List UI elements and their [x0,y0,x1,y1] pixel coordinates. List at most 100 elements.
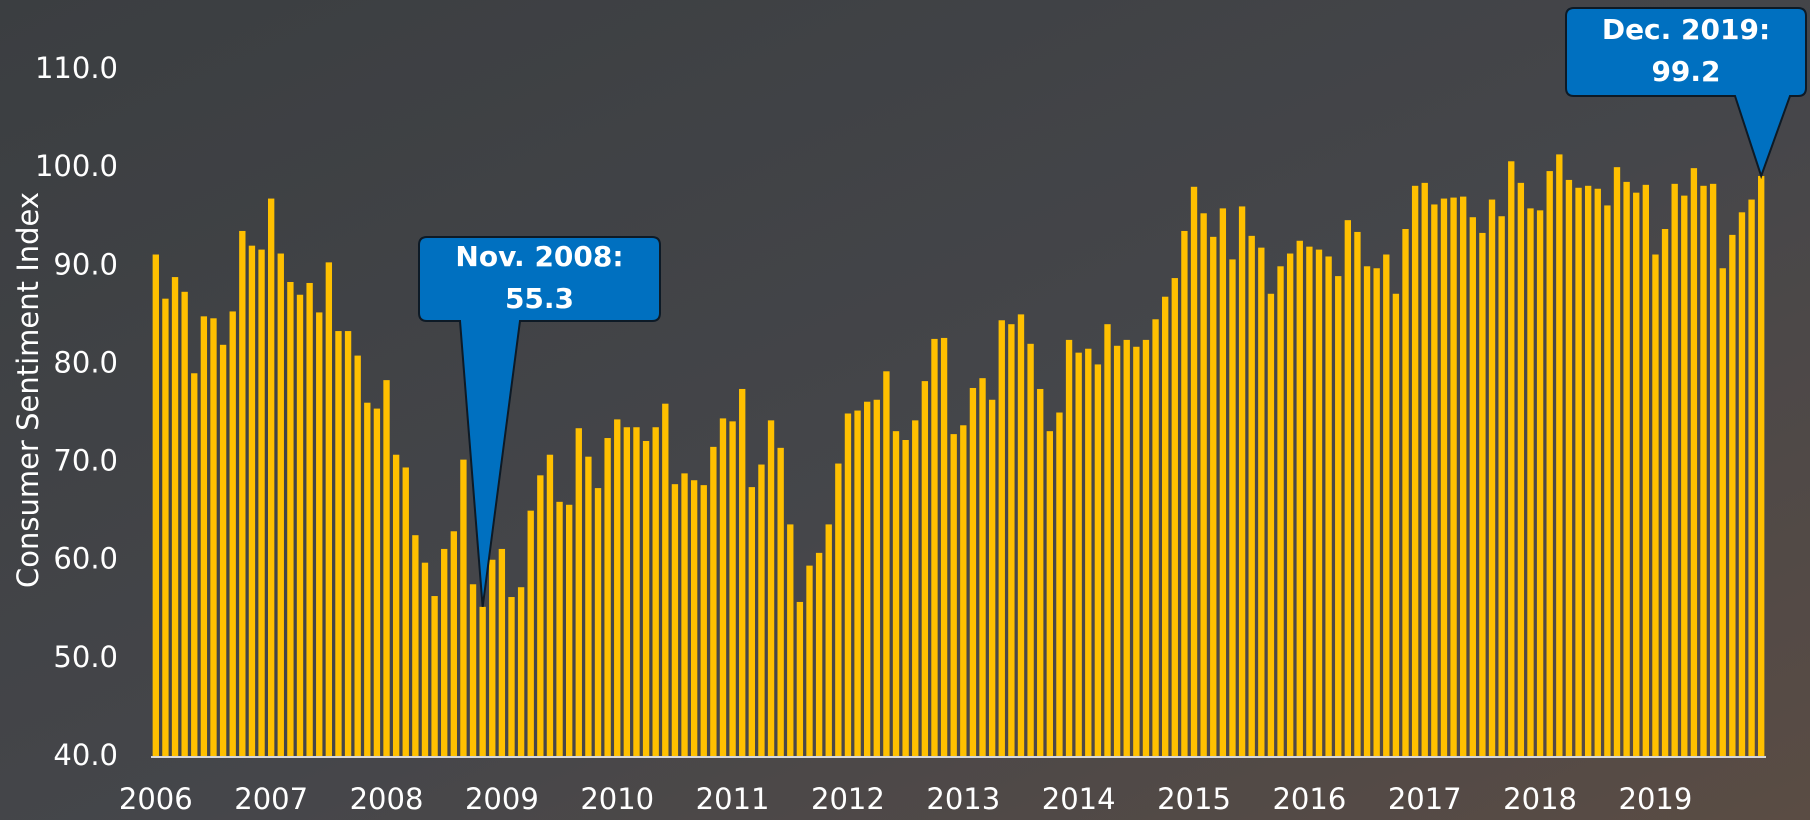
chart: Consumer Sentiment Index 40.050.060.070.… [0,0,1810,820]
page: Consumer Sentiment Index 40.050.060.070.… [0,0,1810,820]
bar [1460,197,1466,757]
bar [1037,389,1043,757]
bar [1172,278,1178,757]
bar [816,553,822,757]
bar [720,418,726,757]
x-tick-label: 2014 [1042,782,1116,816]
bar [797,602,803,757]
bar [1306,247,1312,757]
bar [1373,268,1379,757]
bar [624,427,630,757]
bar [681,473,687,757]
bar [1700,186,1706,757]
bar [441,549,447,757]
bar [220,345,226,757]
bar [1402,229,1408,757]
bar [1364,266,1370,757]
bar [1547,171,1553,757]
bar [1220,208,1226,757]
bar [854,411,860,757]
bar [1537,210,1543,757]
bar [499,549,505,757]
bar [1720,268,1726,757]
bar [1614,167,1620,757]
bar [931,339,937,757]
bar [1210,237,1216,757]
bar [1191,187,1197,757]
bar [672,484,678,757]
bar [1633,193,1639,757]
callout-text: Nov. 2008: [455,240,623,273]
bar [893,431,899,757]
x-tick-label: 2019 [1619,782,1693,816]
y-tick-label: 70.0 [53,444,118,478]
bar [181,292,187,757]
bar [576,428,582,757]
bar [1566,180,1572,757]
bar [633,427,639,757]
bar [1681,196,1687,757]
x-tick-label: 2008 [350,782,424,816]
x-tick-label: 2010 [580,782,654,816]
bar [422,563,428,757]
bar [970,388,976,757]
x-tick-label: 2015 [1157,782,1231,816]
bar [1200,213,1206,757]
bar [1162,297,1168,757]
bar [1585,186,1591,757]
bar [335,331,341,757]
bar [172,277,178,757]
bar [729,421,735,757]
bar [874,400,880,757]
bar [1498,216,1504,757]
callout-text: Dec. 2019: [1602,13,1770,46]
bar [701,485,707,757]
bar [451,531,457,757]
bar [1652,255,1658,757]
bar [383,380,389,757]
bar [479,607,485,757]
bar [710,447,716,757]
bar [806,566,812,757]
bar [835,464,841,757]
bar [1470,217,1476,757]
bar [1316,250,1322,757]
bar [1604,205,1610,757]
bar [662,404,668,757]
bar [393,455,399,757]
bar [1431,204,1437,757]
bar [1450,198,1456,757]
bar [1508,161,1514,757]
bar [595,488,601,757]
bar [585,457,591,757]
bar [1239,206,1245,757]
bar [1143,340,1149,757]
bar [201,316,207,757]
bar [1258,248,1264,757]
bar [1085,349,1091,757]
bar [1297,241,1303,757]
bar [787,524,793,757]
bar [1114,346,1120,757]
callout-text: 55.3 [505,282,574,315]
bar [845,414,851,758]
bar [1758,176,1764,757]
bar [1335,276,1341,757]
bar [1066,340,1072,757]
bar [758,465,764,757]
bar [210,318,216,757]
bar [1104,324,1110,757]
bar [951,434,957,757]
bar [902,440,908,757]
bar [355,356,361,757]
bar [922,381,928,757]
bar [1672,184,1678,757]
bar [1152,319,1158,757]
bar [1710,184,1716,757]
bar [403,467,409,757]
bar [739,389,745,757]
bar [1133,347,1139,757]
bar [1739,212,1745,757]
bar [374,409,380,757]
bar [826,524,832,757]
